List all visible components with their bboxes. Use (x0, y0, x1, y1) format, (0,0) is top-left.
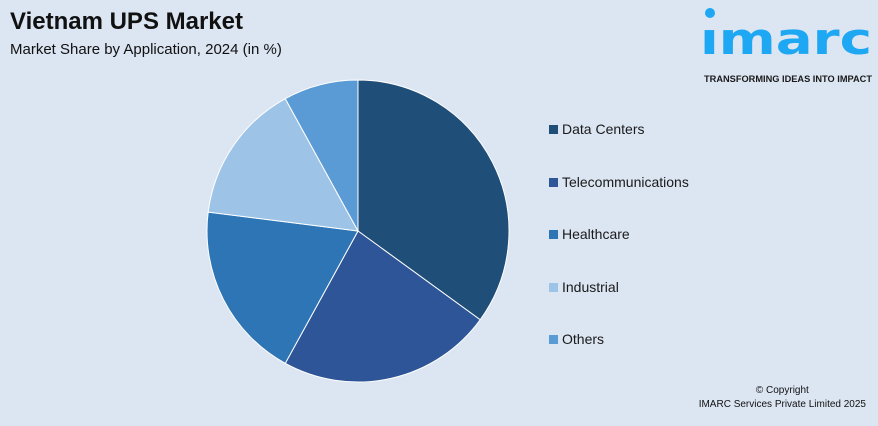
svg-text:ımarc: ımarc (700, 14, 872, 65)
copyright-label: © Copyright (755, 385, 809, 396)
legend-item: Telecommunications (549, 174, 689, 191)
legend-swatch (549, 230, 558, 239)
pie-slice-telecommunications (284, 230, 481, 383)
copyright-company: IMARC Services Private Limited 2025 (698, 399, 866, 410)
legend-label: Data Centers (562, 121, 645, 137)
svg-text:TRANSFORMING IDEAS INTO IMPACT: TRANSFORMING IDEAS INTO IMPACT (704, 74, 872, 85)
pie-slice-healthcare (206, 211, 359, 365)
legend-label: Industrial (562, 278, 619, 295)
chart-title: Vietnam UPS Market (10, 8, 243, 35)
legend-item: Industrial (549, 279, 619, 296)
chart-subtitle: Market Share by Application, 2024 (in %) (10, 41, 282, 58)
copyright: © Copyright IMARC Services Private Limit… (699, 384, 866, 412)
legend-item: Healthcare (549, 226, 630, 243)
legend-label: Telecommunications (562, 173, 689, 190)
legend-item: Others (549, 331, 604, 348)
legend-swatch (549, 177, 558, 187)
legend-swatch (549, 125, 558, 134)
legend-swatch (549, 282, 558, 292)
legend-item: Data Centers (549, 121, 644, 138)
pie-slice-data-centers (357, 79, 510, 321)
legend-label: Healthcare (562, 226, 630, 242)
imarc-logo: ımarc TRANSFORMING IDEAS INTO IMPACT (700, 8, 872, 85)
legend-label: Others (562, 331, 605, 347)
legend-swatch (549, 335, 558, 344)
pie-slice-industrial (207, 97, 359, 232)
pie-slice-others (284, 79, 359, 232)
